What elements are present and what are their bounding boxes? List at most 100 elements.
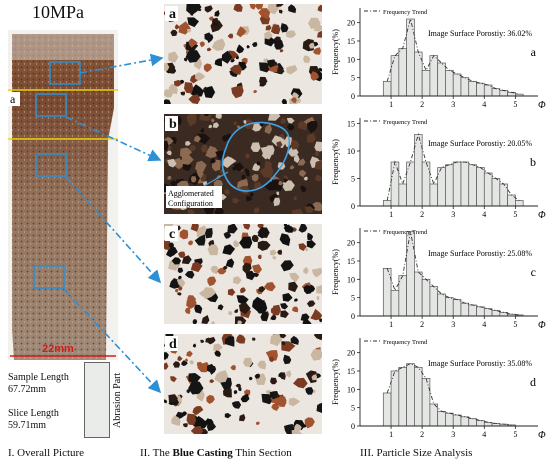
histogram-bar <box>460 416 470 427</box>
x-tick-label: 4 <box>482 210 486 219</box>
grain <box>215 150 225 161</box>
grain <box>245 270 256 281</box>
grain <box>294 423 302 432</box>
grain <box>190 84 204 97</box>
grain <box>237 320 243 324</box>
histogram-bar <box>421 278 431 317</box>
histogram-bar <box>476 82 485 97</box>
grain <box>190 425 204 434</box>
y-tick-label: 15 <box>347 37 355 46</box>
x-tick-label: 5 <box>513 320 517 329</box>
y-axis-label: Frequency(%) <box>331 139 340 185</box>
histogram-bar <box>382 392 392 427</box>
histogram-bar <box>406 363 415 427</box>
grain <box>231 85 244 99</box>
grain <box>286 117 295 124</box>
grain <box>306 300 316 308</box>
grain <box>278 372 283 378</box>
caption-thin-section: II. The Blue Casting Thin Section <box>140 447 292 459</box>
grain <box>164 99 171 104</box>
grain <box>317 4 322 12</box>
grain <box>265 24 272 31</box>
x-tick-label: 2 <box>420 210 424 219</box>
grain <box>304 206 315 214</box>
grain <box>225 336 235 347</box>
grain <box>180 147 193 157</box>
grain <box>239 236 253 249</box>
grain <box>198 289 209 298</box>
grain <box>260 146 274 160</box>
x-axis-label: Φ <box>538 320 546 330</box>
grain <box>167 175 172 180</box>
grain <box>214 207 225 214</box>
grain <box>214 350 221 357</box>
grain <box>271 403 280 411</box>
grain <box>230 365 236 371</box>
grain <box>207 47 212 52</box>
grain <box>224 188 231 196</box>
panel-letter: a <box>531 45 537 59</box>
thin-section-d-image: d <box>164 334 322 434</box>
grain <box>227 224 238 234</box>
grain <box>294 298 299 302</box>
histogram-bar <box>414 366 423 427</box>
grain <box>251 174 259 182</box>
grain <box>188 240 193 246</box>
grain <box>291 97 297 104</box>
grain <box>233 276 242 285</box>
grain <box>164 399 168 404</box>
grain <box>277 67 285 75</box>
grain <box>199 114 212 121</box>
grain <box>190 224 199 232</box>
grain <box>176 278 186 288</box>
x-tick-label: 1 <box>389 320 393 329</box>
grain <box>204 114 210 117</box>
grain <box>185 140 191 146</box>
thin-section-c: c <box>164 224 322 324</box>
grain <box>303 285 313 295</box>
histogram-bar <box>515 200 524 207</box>
histogram-bar <box>476 306 485 317</box>
thin-section-c-image: c <box>164 224 322 324</box>
slice-length-label: Slice Length <box>8 408 59 419</box>
legend-label: Frequency Trend <box>383 229 428 236</box>
grain <box>188 373 201 384</box>
grain <box>208 124 213 129</box>
thin-section-label: c <box>169 227 175 242</box>
grain <box>304 247 308 252</box>
grain <box>270 249 277 256</box>
grain <box>318 402 322 410</box>
grain <box>293 377 308 389</box>
grain <box>265 350 278 362</box>
grain <box>192 319 198 324</box>
chart-a: 1 2 3 4 5 0 5 10 15 20 Frequency(%) Φ Frequency Tren… <box>328 2 546 115</box>
histogram-bar <box>382 200 392 207</box>
chart-b: 1 2 3 4 5 0 5 10 15 Frequency(%) Φ Frequency Trend I… <box>328 112 546 225</box>
histogram-bar <box>382 267 392 317</box>
grain <box>285 225 294 233</box>
x-tick-label: 2 <box>420 430 424 439</box>
histogram-bar <box>398 47 407 97</box>
grain <box>286 123 295 131</box>
histogram-bar <box>452 161 462 207</box>
grain <box>288 281 298 293</box>
grain <box>313 334 322 341</box>
grain <box>179 229 189 240</box>
grain <box>182 423 188 428</box>
grain <box>293 154 300 164</box>
grain <box>192 343 197 348</box>
histogram-bar <box>452 414 462 427</box>
histogram-bar <box>452 73 462 97</box>
grain <box>309 42 315 49</box>
connector-c <box>65 176 162 284</box>
histogram-bar <box>382 80 392 97</box>
grain <box>312 202 322 212</box>
panel-letter: b <box>530 155 536 169</box>
grain <box>307 232 314 241</box>
grain <box>217 304 224 311</box>
grain <box>184 270 195 279</box>
histogram-bar <box>452 299 462 317</box>
core-abrasion-top <box>12 34 114 60</box>
histogram-bar <box>421 377 431 427</box>
grain <box>178 286 183 291</box>
